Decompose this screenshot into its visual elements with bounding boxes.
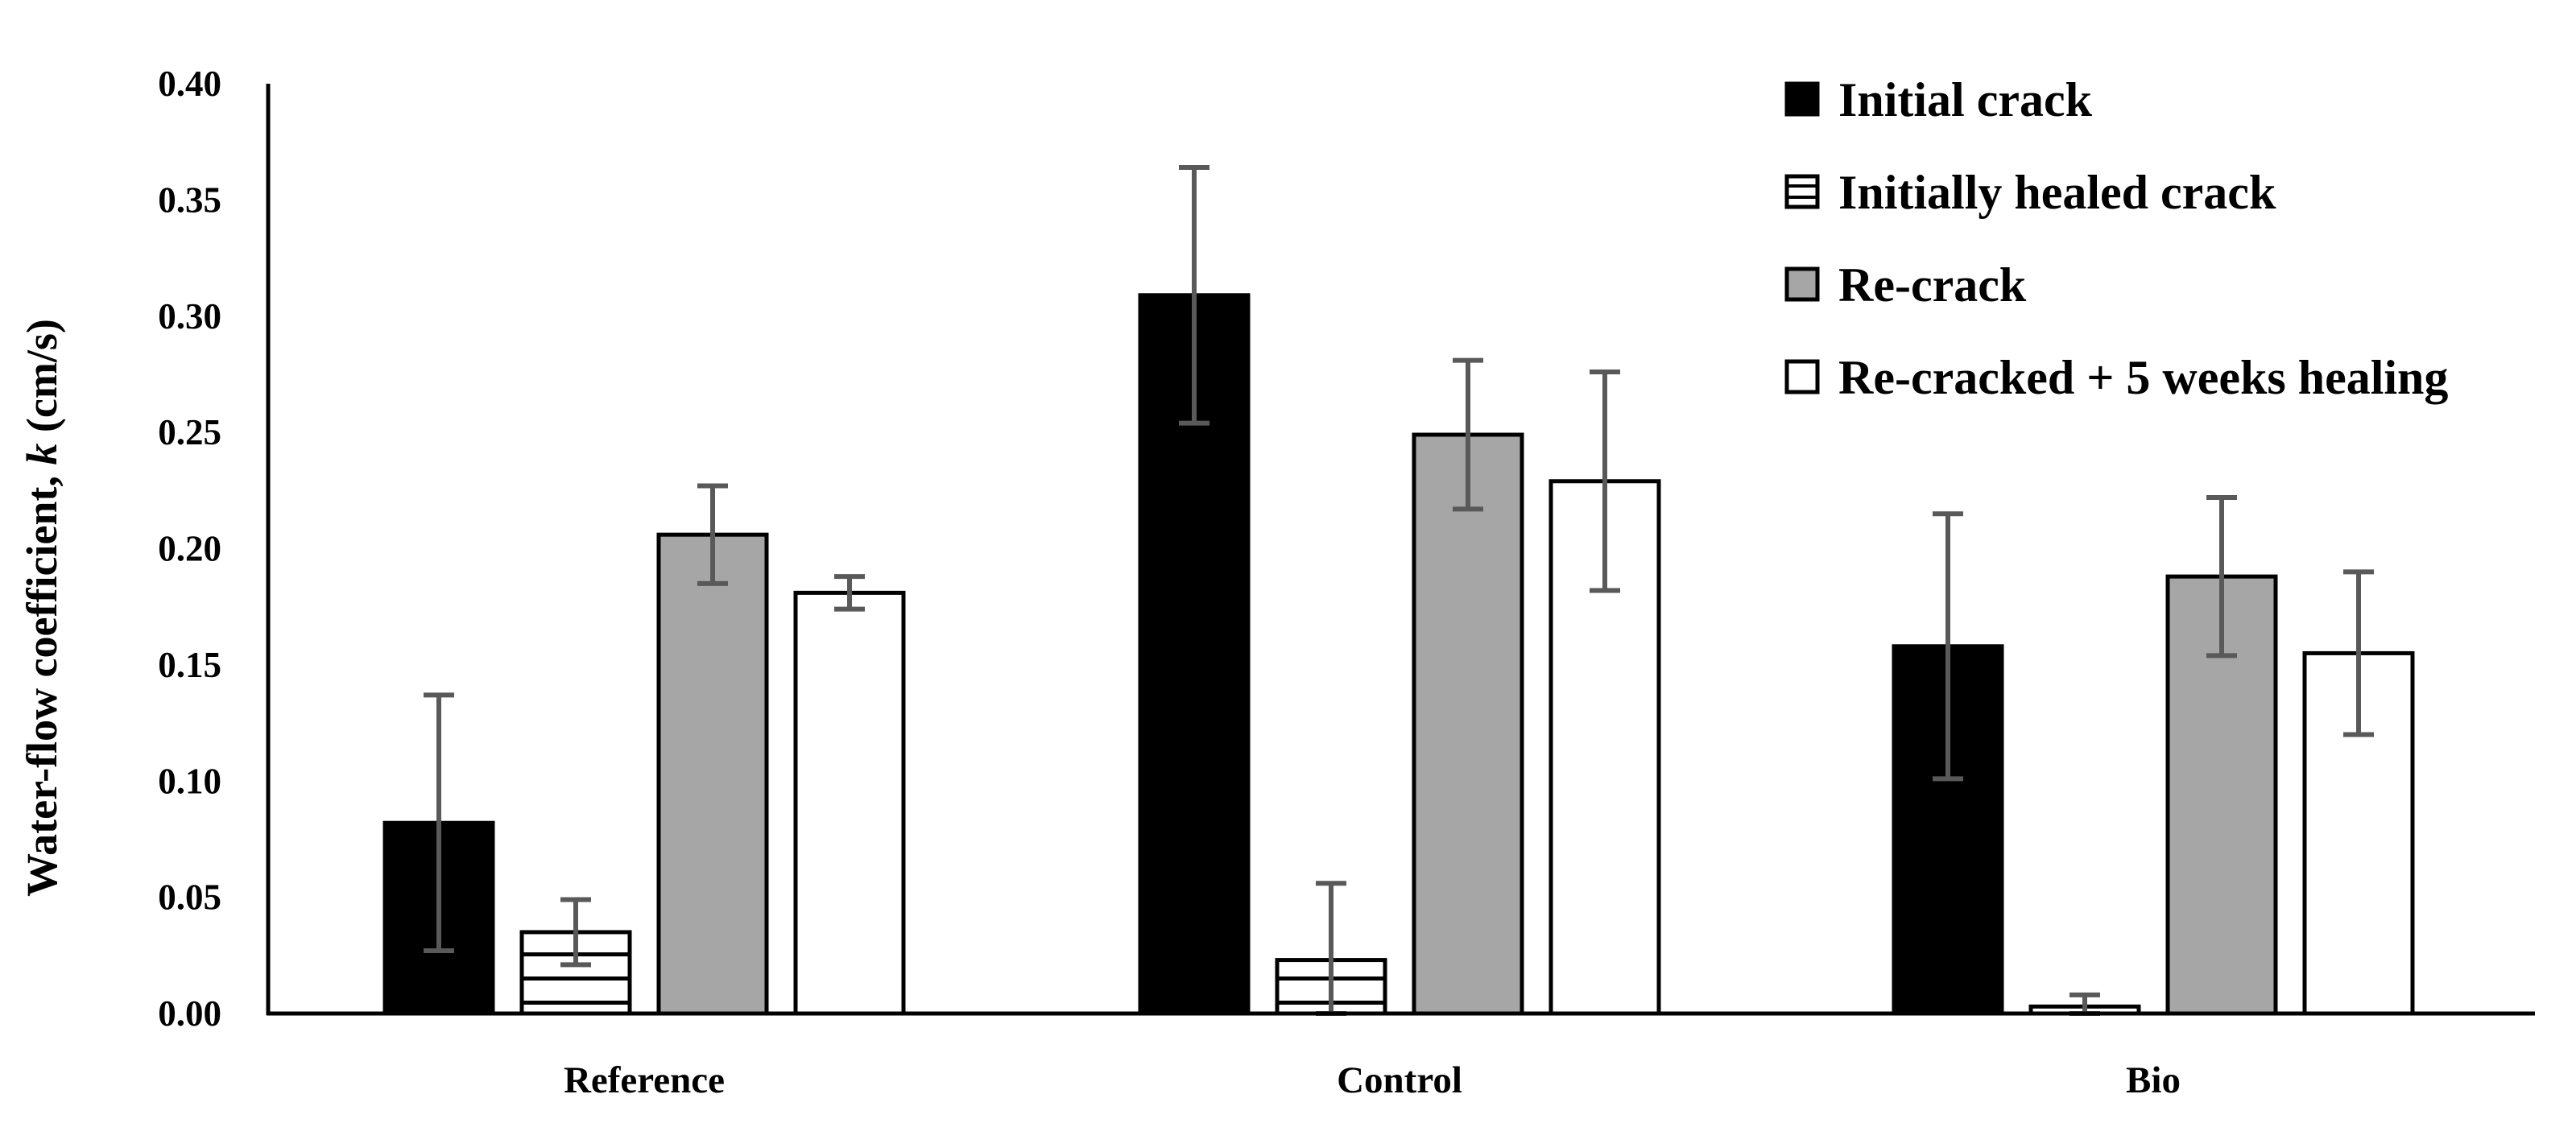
x-label-control: Control — [1337, 1059, 1462, 1101]
legend-label-re-cracked-healing: Re-cracked + 5 weeks healing — [1838, 351, 2448, 404]
error-bar-bio-re-crack — [2206, 494, 2237, 659]
y-tick-label: 0.35 — [158, 180, 221, 220]
y-tick-label: 0.15 — [158, 645, 221, 685]
bar-reference-re-cracked-healing — [793, 590, 906, 1016]
error-bar-control-re-cracked-healing — [1590, 370, 1620, 593]
y-tick-label: 0.40 — [158, 64, 221, 104]
error-bar-bio-re-cracked-healing — [2343, 569, 2374, 737]
y-tick-label: 0.10 — [158, 761, 221, 801]
legend-label-re-crack: Re-crack — [1838, 258, 2027, 312]
error-bar-bio-initial-crack — [1933, 511, 1963, 782]
error-bar-reference-re-cracked-healing — [834, 574, 865, 612]
legend: Initial crack Initially healed crack Re-cr… — [1784, 73, 2448, 404]
x-label-reference: Reference — [564, 1059, 725, 1101]
error-bar-reference-initial-crack — [424, 692, 454, 954]
legend-label-initially-healed-crack: Initially healed crack — [1838, 166, 2276, 219]
y-tick-label: 0.30 — [158, 296, 221, 336]
error-bar-control-re-crack — [1453, 357, 1483, 512]
legend-label-initial-crack: Initial crack — [1838, 73, 2093, 126]
legend-swatch-initially-healed-crack — [1784, 174, 1820, 209]
legend-swatch-initial-crack — [1784, 81, 1820, 117]
legend-swatch-re-crack — [1784, 266, 1820, 302]
bar-control-re-crack — [1412, 432, 1524, 1016]
x-label-bio: Bio — [2126, 1059, 2181, 1101]
y-axis-title: Water-flow coefficient, k (cm/s) — [18, 319, 66, 897]
error-bar-control-initial-crack — [1179, 164, 1209, 426]
y-tick-label: 0.00 — [158, 993, 221, 1034]
y-tick-label: 0.20 — [158, 529, 221, 569]
y-tick-label: 0.25 — [158, 412, 221, 452]
legend-swatch-re-cracked-healing — [1784, 359, 1820, 394]
error-bars — [424, 164, 2374, 1016]
bar-reference-re-crack — [656, 532, 769, 1016]
y-tick-label: 0.05 — [158, 877, 221, 918]
error-bar-reference-re-crack — [697, 483, 728, 586]
y-tick-labels: 0.00 0.05 0.10 0.15 0.20 0.25 0.30 0.35 0.40 — [158, 64, 221, 1034]
error-bar-reference-initially-healed-crack — [560, 897, 591, 968]
x-category-labels: Reference Control Bio — [564, 1059, 2181, 1101]
